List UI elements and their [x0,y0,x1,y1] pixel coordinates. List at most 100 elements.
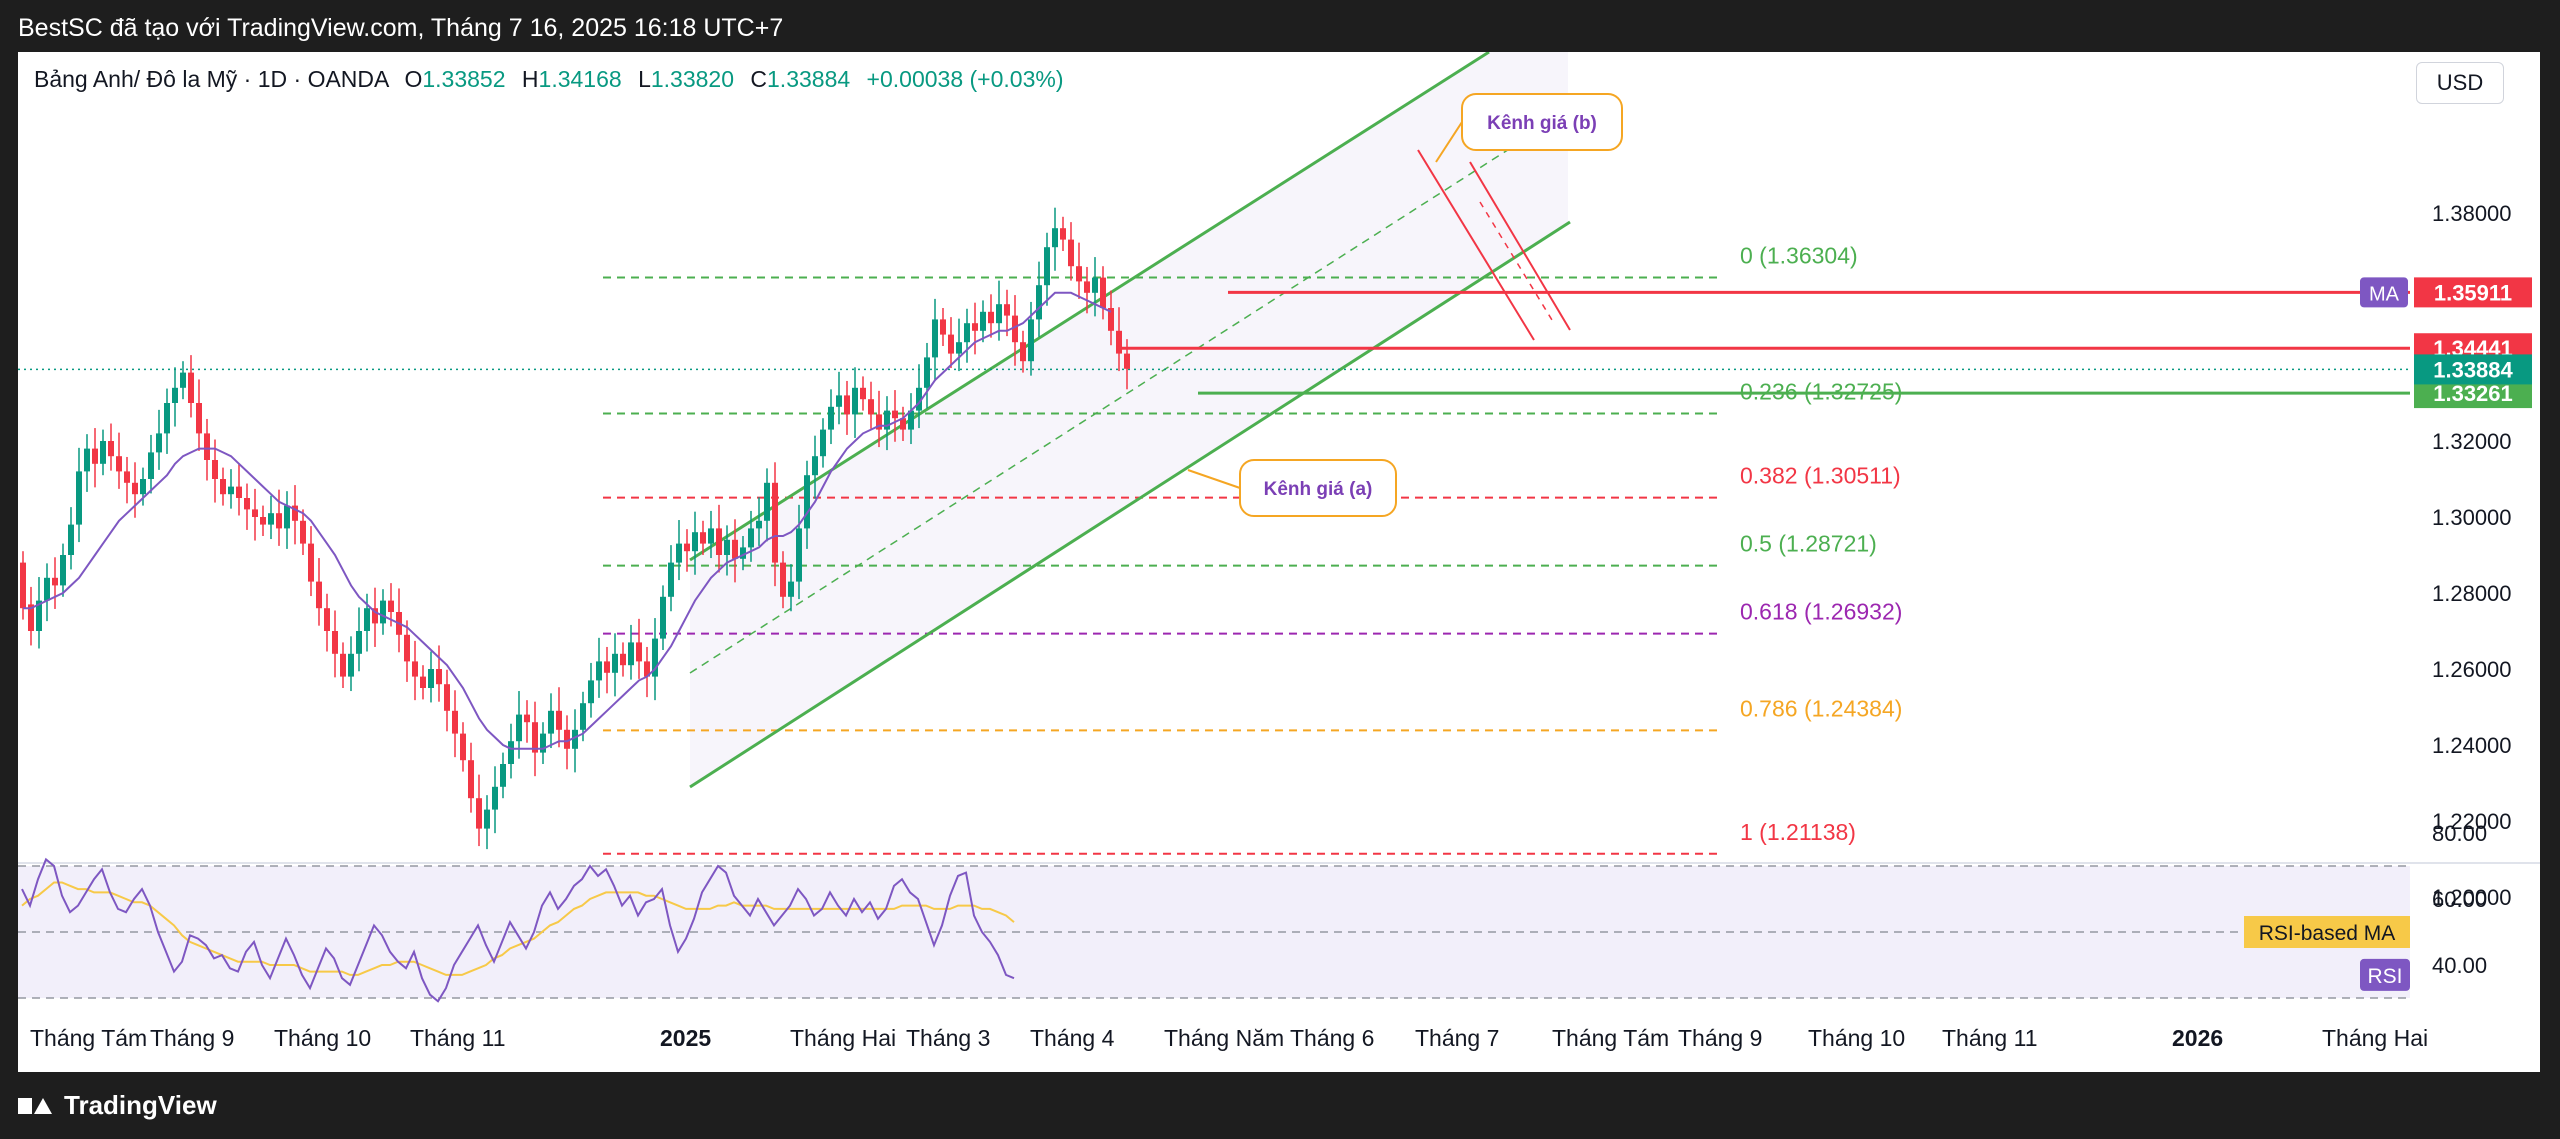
currency-selector[interactable]: USD [2416,62,2504,104]
candle-body [716,528,722,555]
low-label: L [638,66,651,92]
candle-body [1044,247,1050,286]
candle-body [420,676,426,688]
time-axis-tick: 2025 [660,1025,711,1051]
candle-body [860,387,866,400]
candle-body [548,710,554,734]
price-axis-tick: 1.38000 [2432,201,2512,226]
last-price-tag-text: 1.33884 [2433,357,2513,382]
close-value: 1.33884 [767,66,851,92]
price-chart-svg[interactable]: 0 (1.36304) 0.236 (1.32725) 0.382 (1.30511… [18,52,2540,1072]
candle-body [372,608,378,624]
candle-body [676,543,682,563]
candle-body [172,387,178,403]
candle-body [756,520,762,529]
channel-b-label-box [1461,93,1623,151]
candle-body [124,471,130,483]
candle-body [316,581,322,609]
time-axis-tick: Tháng Năm [1164,1025,1284,1051]
candle-body [1060,228,1066,240]
candle-body [436,669,442,685]
candle-body [380,600,386,624]
candle-body [1052,228,1058,248]
candle-body [292,505,298,521]
candle-body [36,600,42,631]
candle-body [188,372,194,403]
candle-body [1012,315,1018,343]
fib-level-label: 0.786 (1.24384) [1740,695,1902,721]
candle-body [588,680,594,704]
candle-body [364,608,370,631]
fib-level-label: 0.236 (1.32725) [1740,378,1902,404]
candle-body [636,642,642,662]
candle-body [484,809,490,829]
candle-body [700,532,706,544]
candle-body [404,634,410,662]
candle-body [660,596,666,639]
candle-body [812,456,818,476]
candle-body [1004,304,1010,316]
candle-body [628,642,634,666]
candle-body [1116,330,1122,354]
rsi-axis-tick: 60.00 [2432,887,2487,912]
channel-a-label-box [1239,459,1397,517]
channel-a-label-pointer [1187,469,1241,489]
symbol-name[interactable]: Bảng Anh/ Đô la Mỹ · 1D · OANDA [34,66,389,92]
candle-body [1100,277,1106,308]
time-axis-tick: 2026 [2172,1025,2223,1051]
candle-body [612,653,618,673]
candle-body [340,653,346,677]
ma-tag-text: MA [2369,283,2400,305]
candle-body [596,661,602,681]
candle-body [108,441,114,457]
candle-body [852,387,858,415]
candle-body [492,786,498,810]
candle-body [956,342,962,354]
symbol-legend[interactable]: Bảng Anh/ Đô la Mỹ · 1D · OANDA O1.33852… [34,66,1063,93]
rsi-axis-tick: 40.00 [2432,953,2487,978]
ma-tag-bg [2360,277,2408,308]
candle-body [572,729,578,749]
channel-a-fill [690,52,1568,787]
candle-body [260,517,266,525]
time-axis-tick: Tháng 9 [1678,1025,1762,1051]
footer-brand-text: TradingView [64,1090,217,1120]
candle-body [684,543,690,552]
time-axis-tick: Tháng 11 [410,1025,505,1051]
price-axis-tick: 1.20000 [2432,885,2512,910]
candle-body [116,456,122,472]
chart-area[interactable]: 0 (1.36304) 0.236 (1.32725) 0.382 (1.30511… [18,52,2540,1072]
candle-body [828,406,834,430]
candle-body [620,653,626,666]
candle-body [212,460,218,479]
candle-body [1076,266,1082,282]
candle-body [356,631,362,654]
candle-body [460,733,466,761]
candle-body [868,399,874,415]
candle-body [476,798,482,829]
candle-body [348,653,354,677]
candle-body [652,638,658,677]
candle-body [1020,342,1026,362]
candle-body [68,524,74,555]
candle-body [796,528,802,582]
candle-body [740,547,746,559]
candle-body [748,528,754,548]
channel-a-upper [689,52,1490,562]
level-tag-text: 1.33261 [2433,381,2513,406]
candle-body [524,714,530,723]
time-axis-tick: Tháng 6 [1290,1025,1374,1051]
candle-body [900,418,906,430]
candle-body [100,441,106,464]
last-price-tag-bg [2414,354,2532,385]
change-value: +0.00038 (+0.03%) [866,66,1064,92]
price-axis-tick: 1.28000 [2432,581,2512,606]
candle-body [236,486,242,498]
candle-body [964,323,970,343]
low-value: 1.33820 [650,66,734,92]
candle-body [228,486,234,495]
price-axis-tick: 1.24000 [2432,733,2512,758]
channel-b-label-pointer [1435,121,1463,163]
footer-brand[interactable]: TradingView [18,1090,217,1121]
